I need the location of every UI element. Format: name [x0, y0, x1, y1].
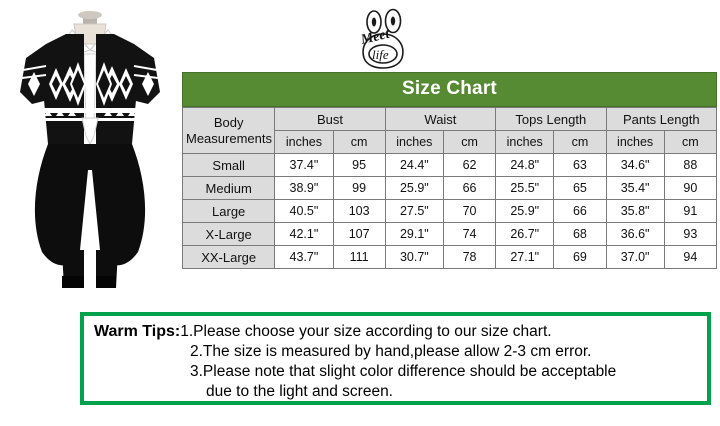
cell-tops-cm: 69	[553, 245, 607, 269]
product-photo	[0, 0, 180, 300]
cell-tops-inches: 25.9"	[495, 199, 555, 223]
logo-word-top: Meet	[359, 27, 392, 49]
size-label: XX-Large	[181, 245, 276, 269]
subheader-bust-cm: cm	[332, 130, 386, 154]
subheader-tops-inches: inches	[495, 130, 555, 154]
cell-bust-cm: 95	[332, 153, 386, 177]
table-row: Large 40.5" 103 27.5" 70 25.9" 66 35.8" …	[181, 199, 718, 223]
cell-waist-cm: 78	[442, 245, 497, 269]
cell-bust-inches: 37.4"	[274, 153, 334, 177]
cell-waist-inches: 29.1"	[384, 222, 444, 246]
corner-header-line2: Measurements	[186, 130, 272, 146]
cell-pants-cm: 91	[663, 199, 718, 223]
group-header-bust: Bust	[274, 107, 386, 131]
cell-tops-cm: 66	[553, 199, 607, 223]
cell-pants-inches: 37.0"	[605, 245, 665, 269]
size-label: Medium	[181, 176, 276, 200]
warm-tips-label: Warm Tips:	[94, 323, 181, 340]
corner-header: Body Measurements	[181, 107, 276, 154]
cell-pants-cm: 90	[663, 176, 718, 200]
cell-tops-cm: 65	[553, 176, 607, 200]
table-row: Medium 38.9" 99 25.9" 66 25.5" 65 35.4" …	[181, 176, 718, 200]
cell-waist-inches: 24.4"	[384, 153, 444, 177]
warm-tips-line-1: Warm Tips:1.Please choose your size acco…	[94, 322, 699, 342]
corner-header-line1: Body	[213, 114, 244, 130]
cell-waist-cm: 74	[442, 222, 497, 246]
cell-tops-inches: 25.5"	[495, 176, 555, 200]
size-chart-table: Body Measurements Bust Waist Tops Length…	[181, 107, 718, 269]
group-header-pants-length: Pants Length	[605, 107, 718, 131]
group-header-tops-length: Tops Length	[495, 107, 607, 131]
cell-pants-inches: 36.6"	[605, 222, 665, 246]
warm-tips-line-4: due to the light and screen.	[206, 383, 393, 400]
cell-bust-cm: 111	[332, 245, 386, 269]
cell-bust-cm: 107	[332, 222, 386, 246]
subheader-pants-cm: cm	[663, 130, 718, 154]
size-label: Small	[181, 153, 276, 177]
cell-waist-cm: 62	[442, 153, 497, 177]
cell-tops-cm: 63	[553, 153, 607, 177]
cell-waist-inches: 30.7"	[384, 245, 444, 269]
table-group-header-row: Body Measurements Bust Waist Tops Length…	[181, 107, 718, 154]
subheader-bust-inches: inches	[274, 130, 334, 154]
warm-tips-text-1: 1.Please choose your size according to o…	[180, 323, 552, 340]
subheader-waist-inches: inches	[384, 130, 444, 154]
subheader-waist-cm: cm	[442, 130, 497, 154]
cell-waist-inches: 25.9"	[384, 176, 444, 200]
size-label: Large	[181, 199, 276, 223]
group-header-waist: Waist	[384, 107, 497, 131]
logo-word-bottom: life	[372, 47, 389, 62]
cell-pants-cm: 94	[663, 245, 718, 269]
cell-waist-cm: 70	[442, 199, 497, 223]
table-row: XX-Large 43.7" 111 30.7" 78 27.1" 69 37.…	[181, 245, 718, 269]
cell-pants-inches: 34.6"	[605, 153, 665, 177]
cell-tops-inches: 26.7"	[495, 222, 555, 246]
cell-tops-inches: 24.8"	[495, 153, 555, 177]
cell-bust-inches: 42.1"	[274, 222, 334, 246]
cell-tops-cm: 68	[553, 222, 607, 246]
table-row: Small 37.4" 95 24.4" 62 24.8" 63 34.6" 8…	[181, 153, 718, 177]
cell-tops-inches: 27.1"	[495, 245, 555, 269]
table-row: X-Large 42.1" 107 29.1" 74 26.7" 68 36.6…	[181, 222, 718, 246]
size-chart-title: Size Chart	[182, 72, 717, 107]
cell-bust-inches: 40.5"	[274, 199, 334, 223]
cell-bust-cm: 99	[332, 176, 386, 200]
cell-waist-inches: 27.5"	[384, 199, 444, 223]
black-haori	[20, 34, 160, 146]
cell-waist-cm: 66	[442, 176, 497, 200]
subheader-pants-inches: inches	[605, 130, 665, 154]
subheader-tops-cm: cm	[553, 130, 607, 154]
cell-bust-inches: 43.7"	[274, 245, 334, 269]
size-chart: Size Chart Body Measurements Bust Waist …	[181, 72, 718, 269]
black-hakama-pants	[34, 144, 146, 288]
warm-tips-line-3: 3.Please note that slight color differen…	[190, 363, 617, 380]
warm-tips-box: Warm Tips:1.Please choose your size acco…	[80, 312, 711, 405]
meet-life-paw-logo: Meet life	[352, 6, 418, 72]
cell-pants-cm: 93	[663, 222, 718, 246]
cell-pants-inches: 35.8"	[605, 199, 665, 223]
cell-bust-inches: 38.9"	[274, 176, 334, 200]
cell-pants-inches: 35.4"	[605, 176, 665, 200]
cell-pants-cm: 88	[663, 153, 718, 177]
warm-tips-line-2: 2.The size is measured by hand,please al…	[190, 343, 592, 360]
size-label: X-Large	[181, 222, 276, 246]
cell-bust-cm: 103	[332, 199, 386, 223]
